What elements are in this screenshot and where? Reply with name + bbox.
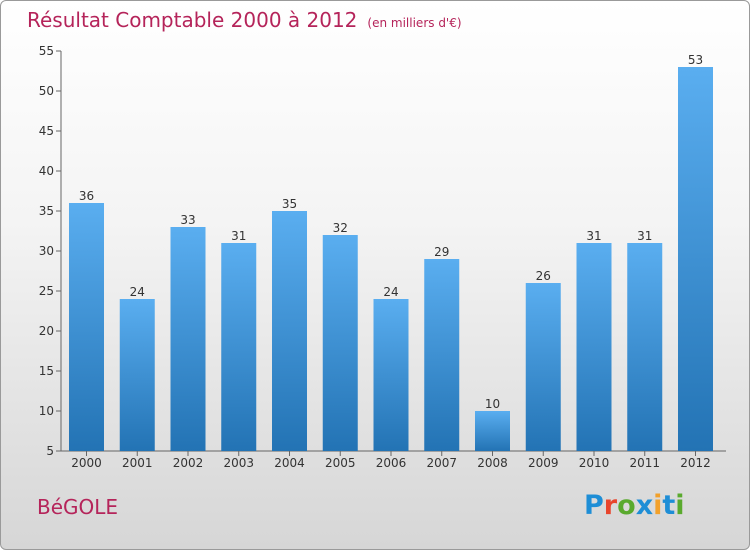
bar bbox=[119, 299, 155, 451]
proxiti-logo: Proxiti bbox=[584, 490, 685, 521]
x-tick-label: 2000 bbox=[71, 456, 102, 470]
x-tick-label: 2005 bbox=[325, 456, 356, 470]
x-tick-label: 2012 bbox=[680, 456, 711, 470]
bar bbox=[272, 211, 307, 451]
bar bbox=[221, 243, 257, 451]
x-tick-label: 2009 bbox=[528, 456, 559, 470]
bar bbox=[170, 227, 206, 451]
bar-value-label: 31 bbox=[637, 229, 652, 243]
bar bbox=[424, 259, 460, 451]
y-tick-label: 5 bbox=[46, 444, 54, 458]
y-tick-label: 30 bbox=[39, 244, 54, 258]
logo-letter: P bbox=[584, 490, 604, 521]
logo-letter: r bbox=[603, 490, 618, 521]
y-tick-label: 50 bbox=[39, 84, 54, 98]
x-tick-label: 2006 bbox=[376, 456, 407, 470]
bar bbox=[525, 283, 561, 451]
bar bbox=[69, 203, 104, 451]
y-tick-label: 20 bbox=[39, 324, 54, 338]
place-name: BéGOLE bbox=[37, 495, 119, 519]
bar bbox=[576, 243, 612, 451]
bar-value-label: 35 bbox=[282, 197, 297, 211]
logo-letter: o bbox=[617, 490, 636, 521]
bar-value-label: 36 bbox=[79, 189, 94, 203]
bar-value-label: 24 bbox=[130, 285, 145, 299]
bar-value-label: 10 bbox=[485, 397, 500, 411]
bar-value-label: 32 bbox=[333, 221, 348, 235]
bar bbox=[678, 67, 713, 451]
logo-letter: x bbox=[635, 490, 654, 521]
bar bbox=[322, 235, 358, 451]
chart-title: Résultat Comptable 2000 à 2012 (en millie… bbox=[27, 8, 462, 32]
bar bbox=[475, 411, 510, 451]
x-tick-label: 2010 bbox=[579, 456, 610, 470]
chart-subtitle: (en milliers d'€) bbox=[367, 16, 462, 30]
bar bbox=[373, 299, 409, 451]
bar-value-label: 31 bbox=[231, 229, 246, 243]
y-tick-label: 45 bbox=[39, 124, 54, 138]
x-tick-label: 2003 bbox=[223, 456, 254, 470]
y-tick-label: 35 bbox=[39, 204, 54, 218]
bar-value-label: 31 bbox=[586, 229, 601, 243]
y-tick-label: 55 bbox=[39, 44, 54, 58]
x-tick-label: 2002 bbox=[173, 456, 204, 470]
y-tick-label: 25 bbox=[39, 284, 54, 298]
logo-letter: i bbox=[675, 490, 685, 521]
x-tick-label: 2008 bbox=[477, 456, 508, 470]
bar-value-label: 26 bbox=[536, 269, 551, 283]
bar-value-label: 33 bbox=[180, 213, 195, 227]
x-tick-label: 2011 bbox=[629, 456, 660, 470]
x-tick-label: 2004 bbox=[274, 456, 305, 470]
logo-letter: t bbox=[662, 490, 676, 521]
bar bbox=[627, 243, 663, 451]
y-tick-label: 40 bbox=[39, 164, 54, 178]
y-tick-label: 15 bbox=[39, 364, 54, 378]
bar-value-label: 24 bbox=[383, 285, 398, 299]
x-tick-label: 2007 bbox=[426, 456, 457, 470]
chart-title-text: Résultat Comptable 2000 à 2012 bbox=[27, 8, 358, 32]
y-tick-label: 10 bbox=[39, 404, 54, 418]
x-tick-label: 2001 bbox=[122, 456, 153, 470]
logo-letter: i bbox=[653, 490, 663, 521]
bar-value-label: 29 bbox=[434, 245, 449, 259]
bar-value-label: 53 bbox=[688, 53, 703, 67]
